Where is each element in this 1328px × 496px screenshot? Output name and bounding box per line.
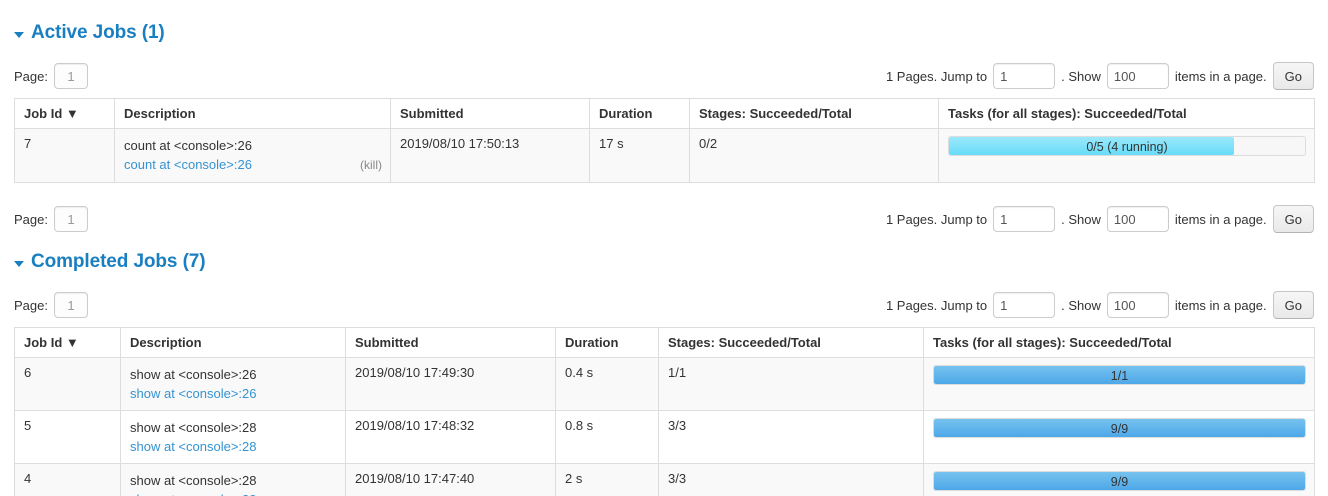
description-text: show at <console>:28 — [130, 473, 257, 488]
column-header-submitted[interactable]: Submitted — [390, 98, 590, 129]
jump-to-page-input[interactable] — [993, 292, 1056, 318]
items-in-page-label: items in a page. — [1174, 297, 1267, 313]
active-jobs-title: Active Jobs (1) — [31, 22, 165, 43]
column-header-description[interactable]: Description — [114, 98, 391, 129]
description-link[interactable]: show at <console>:28 — [130, 439, 257, 454]
show-label: . Show — [1061, 297, 1101, 313]
cell-tasks: 1/1 — [923, 357, 1315, 411]
cell-submitted: 2019/08/10 17:48:32 — [345, 410, 556, 464]
cell-description: show at <console>:26 show at <console>:2… — [120, 357, 346, 411]
show-label: . Show — [1061, 211, 1101, 227]
cell-job-id: 5 — [14, 410, 121, 464]
page-label: Page: — [14, 68, 48, 84]
progress-fill — [934, 419, 1305, 437]
cell-stages: 3/3 — [658, 410, 924, 464]
completed-jobs-section-header[interactable]: Completed Jobs (7) — [14, 251, 1314, 273]
chevron-down-icon — [14, 261, 24, 267]
current-page-input[interactable] — [53, 292, 88, 318]
description-link[interactable]: show at <console>:28 — [130, 490, 256, 496]
go-button[interactable]: Go — [1272, 62, 1314, 90]
jump-to-page-input[interactable] — [993, 206, 1056, 232]
completed-jobs-title: Completed Jobs (7) — [31, 251, 206, 272]
cell-duration: 17 s — [589, 128, 690, 183]
description-text: show at <console>:26 — [130, 367, 257, 382]
pages-count-label: 1 Pages. Jump to — [885, 68, 988, 84]
go-button[interactable]: Go — [1272, 291, 1314, 319]
cell-stages: 0/2 — [689, 128, 939, 183]
column-header-job-id[interactable]: Job Id ▼ — [14, 98, 115, 129]
active-jobs-table: Job Id ▼ Description Submitted Duration … — [14, 98, 1315, 183]
items-per-page-input[interactable] — [1106, 206, 1169, 232]
progress-label: 9/9 — [1110, 475, 1129, 489]
completed-jobs-pagination-top: Page: 1 Pages. Jump to . Show items in a… — [14, 291, 1314, 319]
table-header-row: Job Id ▼ Description Submitted Duration … — [14, 98, 1315, 129]
cell-duration: 0.8 s — [555, 410, 659, 464]
cell-duration: 2 s — [555, 463, 659, 496]
items-in-page-label: items in a page. — [1174, 211, 1267, 227]
jump-to-page-input[interactable] — [993, 63, 1056, 89]
progress-fill — [949, 137, 1234, 155]
active-jobs-pagination-bottom: Page: 1 Pages. Jump to . Show items in a… — [14, 205, 1314, 233]
kill-job-link[interactable]: (kill) — [360, 158, 382, 172]
cell-tasks: 9/9 — [923, 410, 1315, 464]
column-header-tasks[interactable]: Tasks (for all stages): Succeeded/Total — [938, 98, 1315, 129]
column-header-stages[interactable]: Stages: Succeeded/Total — [689, 98, 939, 129]
description-link[interactable]: show at <console>:26 — [130, 386, 257, 401]
tasks-progress-bar: 0/5 (4 running) — [948, 136, 1306, 156]
progress-label: 9/9 — [1110, 422, 1129, 436]
pages-count-label: 1 Pages. Jump to — [885, 211, 988, 227]
progress-label: 1/1 — [1110, 369, 1129, 383]
column-header-description[interactable]: Description — [120, 327, 346, 358]
page-label: Page: — [14, 297, 48, 313]
current-page-input[interactable] — [53, 63, 88, 89]
show-label: . Show — [1061, 68, 1101, 84]
table-header-row: Job Id ▼ Description Submitted Duration … — [14, 327, 1315, 358]
table-row: 7 count at <console>:26 count at <consol… — [14, 128, 1315, 183]
cell-job-id: 7 — [14, 128, 115, 183]
tasks-progress-bar: 1/1 — [933, 365, 1306, 385]
cell-stages: 1/1 — [658, 357, 924, 411]
items-per-page-input[interactable] — [1106, 292, 1169, 318]
items-in-page-label: items in a page. — [1174, 68, 1267, 84]
chevron-down-icon — [14, 32, 24, 38]
progress-fill — [934, 472, 1305, 490]
table-row: 5 show at <console>:28 show at <console>… — [14, 410, 1315, 464]
cell-tasks: 0/5 (4 running) — [938, 128, 1315, 183]
description-text: count at <console>:26 — [124, 138, 252, 153]
column-header-job-id[interactable]: Job Id ▼ — [14, 327, 121, 358]
column-header-tasks[interactable]: Tasks (for all stages): Succeeded/Total — [923, 327, 1315, 358]
cell-job-id: 4 — [14, 463, 121, 496]
table-row: 6 show at <console>:26 show at <console>… — [14, 357, 1315, 411]
description-text: show at <console>:28 — [130, 420, 257, 435]
pages-count-label: 1 Pages. Jump to — [885, 297, 988, 313]
column-header-submitted[interactable]: Submitted — [345, 327, 556, 358]
column-header-duration[interactable]: Duration — [589, 98, 690, 129]
table-row: 4 show at <console>:28 show at <console>… — [14, 463, 1315, 496]
column-header-duration[interactable]: Duration — [555, 327, 659, 358]
go-button[interactable]: Go — [1272, 205, 1314, 233]
cell-submitted: 2019/08/10 17:50:13 — [390, 128, 590, 183]
cell-job-id: 6 — [14, 357, 121, 411]
cell-description: show at <console>:28 show at <console>:2… — [120, 410, 346, 464]
cell-submitted: 2019/08/10 17:49:30 — [345, 357, 556, 411]
items-per-page-input[interactable] — [1106, 63, 1169, 89]
progress-label: 0/5 (4 running) — [1086, 140, 1168, 154]
cell-description: count at <console>:26 count at <console>… — [114, 128, 391, 183]
active-jobs-section-header[interactable]: Active Jobs (1) — [14, 22, 1314, 44]
description-link[interactable]: count at <console>:26 — [124, 157, 252, 172]
active-jobs-pagination-top: Page: 1 Pages. Jump to . Show items in a… — [14, 62, 1314, 90]
cell-submitted: 2019/08/10 17:47:40 — [345, 463, 556, 496]
current-page-input[interactable] — [53, 206, 88, 232]
column-header-stages[interactable]: Stages: Succeeded/Total — [658, 327, 924, 358]
completed-jobs-table: Job Id ▼ Description Submitted Duration … — [14, 327, 1315, 496]
cell-duration: 0.4 s — [555, 357, 659, 411]
tasks-progress-bar: 9/9 — [933, 471, 1306, 491]
page-label: Page: — [14, 211, 48, 227]
cell-tasks: 9/9 — [923, 463, 1315, 496]
progress-fill — [934, 366, 1305, 384]
tasks-progress-bar: 9/9 — [933, 418, 1306, 438]
cell-stages: 3/3 — [658, 463, 924, 496]
cell-description: show at <console>:28 show at <console>:2… — [120, 463, 346, 496]
